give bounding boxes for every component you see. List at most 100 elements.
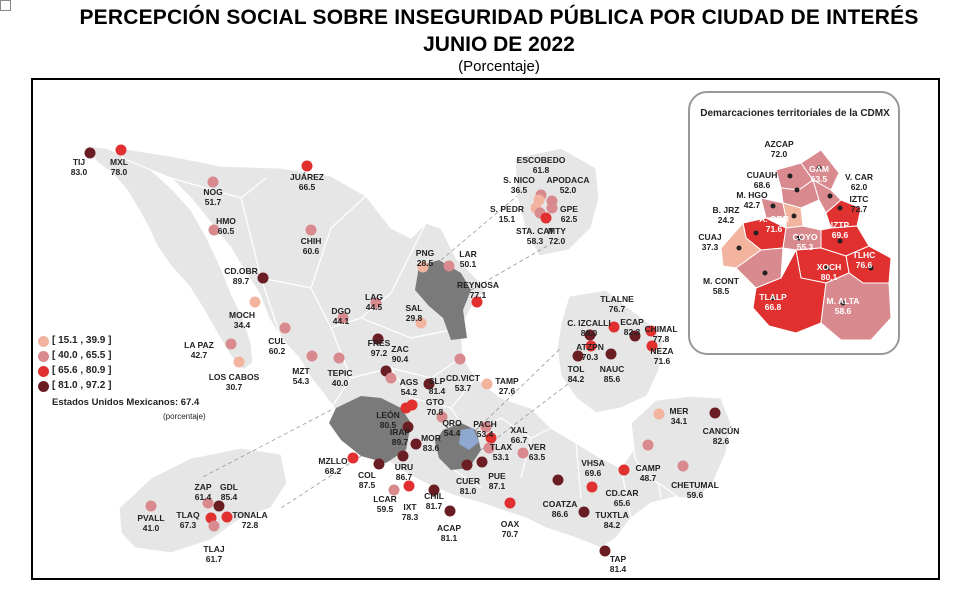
city-name-tonala: TONALA <box>232 510 267 520</box>
cdmx-marker-cuaj <box>736 245 742 251</box>
city-marker-cul <box>279 322 291 334</box>
cdmx-name-a-obr: A. OBR <box>759 214 789 224</box>
city-marker-tepic <box>333 352 345 364</box>
city-marker-atzpn <box>585 340 597 352</box>
cdmx-name-v-car: V. CAR <box>845 172 873 182</box>
city-name-zac: ZAC <box>391 344 408 354</box>
cdmx-marker-coyo <box>796 235 802 241</box>
city-marker-sal <box>415 317 427 329</box>
city-name-acap: ACAP <box>437 523 461 533</box>
cdmx-name-cuaj: CUAJ <box>698 232 721 242</box>
city-name-cd-obr: CD.OBR <box>224 266 258 276</box>
city-marker-mer <box>653 408 665 420</box>
city-value-c-izcalli: 89.0 <box>581 328 598 338</box>
city-name-zap: ZAP <box>195 482 212 492</box>
blue-region <box>459 428 479 450</box>
city-marker-mzllo <box>347 452 359 464</box>
city-value-acap: 81.1 <box>441 533 458 543</box>
city-name-tuxtla: TUXTLA <box>595 510 629 520</box>
city-value-cuer: 81.0 <box>460 486 477 496</box>
city-value-xal: 66.7 <box>511 435 528 445</box>
gray-region-north <box>415 260 471 340</box>
city-value-mty: 72.0 <box>549 236 566 246</box>
city-marker-reynosa <box>471 296 483 308</box>
city-name-ags: AGS <box>400 377 419 387</box>
cdmx-name-gam: GAM <box>809 164 829 174</box>
city-marker-acap <box>444 505 456 517</box>
city-marker-ags <box>385 372 397 384</box>
cdmx-marker-iztp <box>837 238 843 244</box>
city-value-nog: 51.7 <box>205 197 222 207</box>
city-marker-mty <box>540 212 552 224</box>
cdmx-name-azcap: AZCAP <box>764 139 794 149</box>
cdmx-marker-cuauh <box>794 187 800 193</box>
city-value-los-cabos: 30.7 <box>226 382 243 392</box>
city-name-chih: CHIH <box>301 236 322 246</box>
city-value-gdl: 85.4 <box>221 492 238 502</box>
city-value-chih: 60.6 <box>303 246 320 256</box>
city-name-cul: CUL <box>268 336 285 346</box>
city-name-xal: XAL <box>511 425 528 435</box>
cdmx-name-tlalp: TLALP <box>759 292 787 302</box>
city-name-reynosa: REYNOSA <box>457 280 499 290</box>
city-name-col: COL <box>358 470 376 480</box>
city-value-s-nico: 36.5 <box>511 185 528 195</box>
cdmx-value-coyo: 55.3 <box>797 242 814 252</box>
city-name-mxl: MXL <box>110 157 128 167</box>
city-marker-col <box>373 458 385 470</box>
city-marker-lag <box>370 297 382 309</box>
city-name-nauc: NAUC <box>600 364 625 374</box>
city-name-tol: TOL <box>568 364 585 374</box>
city-value-zap: 61.4 <box>195 492 212 502</box>
city-name-los-cabos: LOS CABOS <box>209 372 260 382</box>
city-marker-gpe <box>546 202 558 214</box>
city-value-sta-cat: 58.3 <box>527 236 544 246</box>
city-value-fres: 97.2 <box>371 348 388 358</box>
cdmx-name-b-jrz: B. JRZ <box>713 205 740 215</box>
city-marker-pach <box>480 421 492 433</box>
city-value-ju-rez: 66.5 <box>299 182 316 192</box>
city-name-ju-rez: JUÁREZ <box>290 172 324 182</box>
city-value-moch: 34.4 <box>234 320 251 330</box>
city-name-s-pedr: S. PEDR <box>490 204 524 214</box>
legend-label-4: [ 81.0 , 97.2 ] <box>52 380 112 391</box>
yucatan-inset <box>630 395 732 499</box>
city-value-zac: 90.4 <box>392 354 409 364</box>
city-name-le-n: LEÓN <box>376 409 400 420</box>
cdmx-value-tlhc: 76.6 <box>856 260 873 270</box>
cdmx-marker-tlhc <box>868 265 874 271</box>
city-value-escobedo: 61.8 <box>533 165 550 175</box>
city-value-ixt: 78.3 <box>402 512 419 522</box>
city-name-tlalne: TLALNE <box>600 294 634 304</box>
city-value-tlaq: 67.3 <box>180 520 197 530</box>
city-name-moch: MOCH <box>229 310 255 320</box>
city-marker-coatza <box>552 474 564 486</box>
city-name-coatza: COATZA <box>543 499 578 509</box>
city-value-mor: 83.6 <box>423 443 440 453</box>
cdmx-marker-a-obr <box>753 230 759 236</box>
city-name-la-paz: LA PAZ <box>184 340 214 350</box>
city-value-lcar: 59.5 <box>377 504 394 514</box>
city-marker-chetumal <box>677 460 689 472</box>
city-value-irap: 89.7 <box>392 437 409 447</box>
legend-label-2: [ 40.0 , 65.5 ] <box>52 350 112 361</box>
city-marker-ecap <box>629 330 641 342</box>
city-marker-tonala <box>221 511 233 523</box>
city-name-camp: CAMP <box>635 463 660 473</box>
city-value-gpe: 62.5 <box>561 214 578 224</box>
city-name-sta-cat: STA. CAT <box>516 226 555 236</box>
city-value-cd-obr: 89.7 <box>233 276 250 286</box>
gray-region-west <box>329 396 411 463</box>
city-name-gpe: GPE <box>560 204 578 214</box>
city-name-nog: NOG <box>203 187 223 197</box>
cdmx-value-cuauh: 68.6 <box>754 180 771 190</box>
city-value-tol: 84.2 <box>568 374 585 384</box>
city-value-chetumal: 59.6 <box>687 490 704 500</box>
cdmx-value-b-jrz: 24.2 <box>718 215 735 225</box>
city-name-gdl: GDL <box>220 482 238 492</box>
city-name-chil: CHIL <box>424 491 444 501</box>
city-name-dgo: DGO <box>331 306 351 316</box>
city-name-tepic: TEPIC <box>327 368 352 378</box>
city-marker-vhsa <box>586 481 598 493</box>
